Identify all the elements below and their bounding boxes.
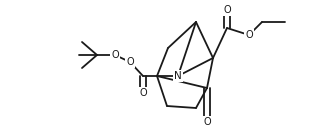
- Text: O: O: [126, 57, 134, 67]
- Text: O: O: [223, 5, 231, 15]
- Text: O: O: [245, 30, 253, 40]
- Text: O: O: [139, 88, 147, 98]
- Text: N: N: [174, 71, 182, 81]
- Text: O: O: [111, 50, 119, 60]
- Text: O: O: [203, 117, 211, 127]
